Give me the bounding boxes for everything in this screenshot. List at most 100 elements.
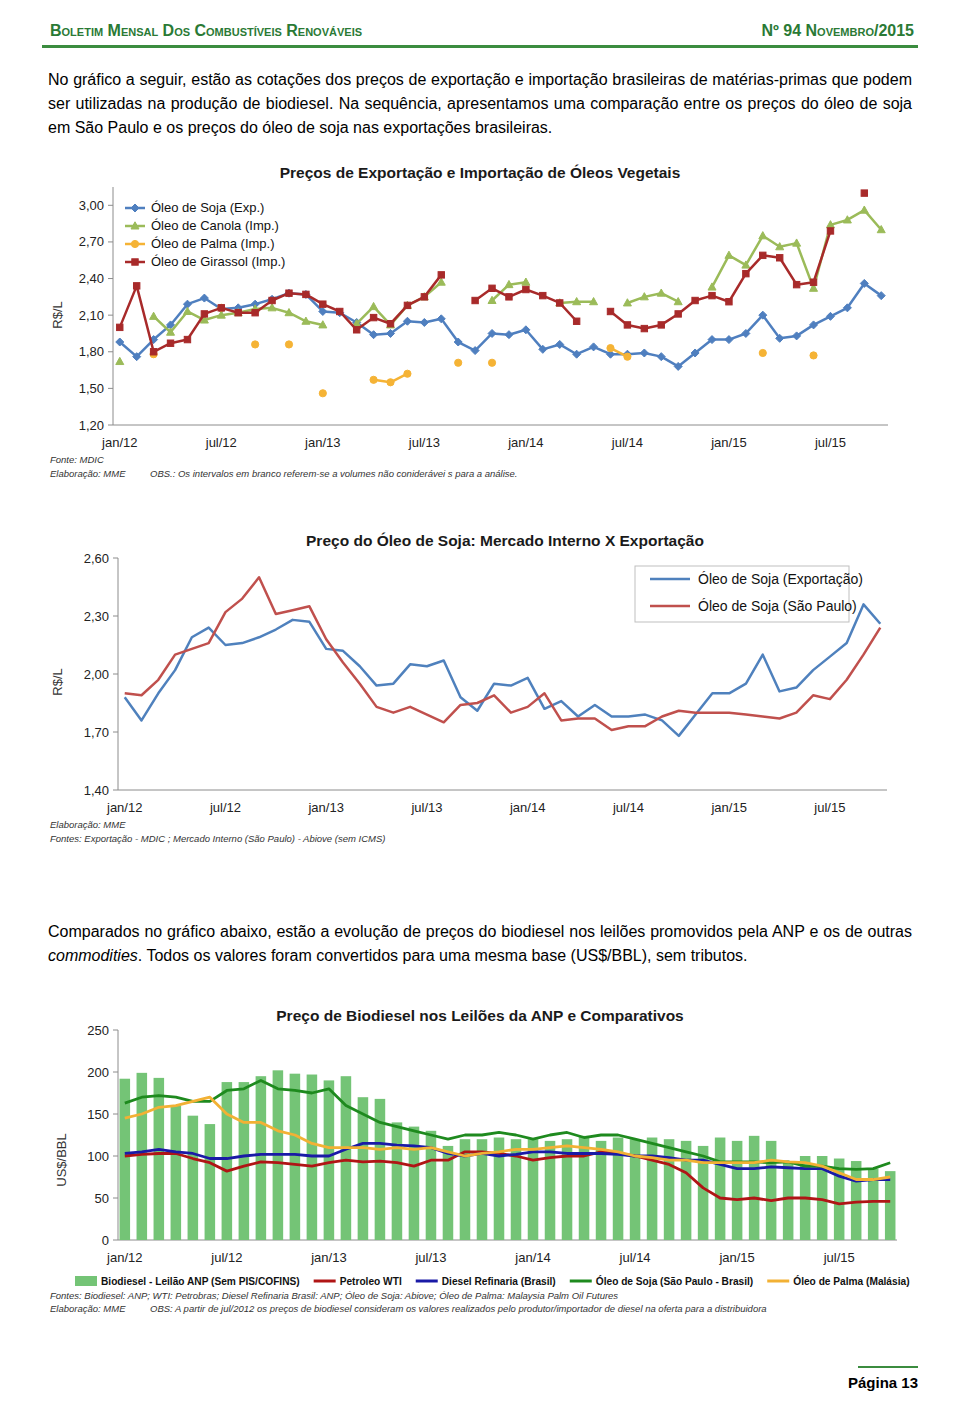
text-run: commodities (48, 947, 138, 964)
marker (488, 296, 496, 303)
annotation: Elaboração: MME (50, 819, 126, 830)
marker (116, 357, 124, 364)
x-tick-label: jul/12 (205, 435, 237, 450)
marker (810, 321, 818, 329)
marker (607, 345, 614, 352)
marker (843, 216, 851, 223)
marker (674, 362, 682, 370)
line (374, 348, 814, 382)
y-tick-label: 3,00 (79, 198, 104, 213)
marker (488, 329, 496, 337)
marker (353, 327, 359, 333)
y-tick-label: 1,40 (84, 783, 109, 798)
x-tick-label: jul/12 (209, 800, 241, 815)
x-tick-label: jul/13 (408, 435, 440, 450)
marker (692, 297, 698, 303)
marker (403, 301, 411, 308)
y-tick-label: 2,10 (79, 308, 104, 323)
marker (624, 353, 631, 360)
marker (488, 359, 495, 366)
chart: Preço de Biodiesel nos Leilões da ANP e … (50, 1007, 910, 1314)
bar (545, 1141, 556, 1240)
y-tick (113, 1030, 118, 1031)
header-rule (42, 45, 918, 48)
y-tick-label: 2,60 (84, 551, 109, 566)
marker (522, 278, 530, 285)
x-tick-label: jan/12 (106, 1250, 142, 1265)
marker (793, 239, 801, 246)
legend-swatch (650, 578, 690, 581)
marker (726, 299, 732, 305)
marker (200, 294, 208, 302)
marker (370, 376, 377, 383)
page-number: Página 13 (848, 1374, 918, 1391)
marker (302, 317, 310, 324)
marker (725, 336, 733, 344)
marker (556, 299, 564, 306)
marker (268, 295, 276, 303)
bar (392, 1122, 403, 1240)
axis-label: US$/BBL (54, 1133, 69, 1186)
marker (285, 341, 292, 348)
chart-title: Preço do Óleo de Soja: Mercado Interno X… (306, 532, 704, 549)
marker (370, 314, 376, 320)
legend-swatch (314, 1280, 336, 1283)
marker (286, 290, 292, 296)
marker (167, 328, 175, 335)
y-tick-label: 2,40 (79, 271, 104, 286)
x-tick-label: jul/14 (611, 435, 643, 450)
x-tick-label: jan/15 (710, 800, 746, 815)
marker (777, 255, 783, 261)
marker (742, 329, 750, 337)
marker (657, 353, 665, 361)
y-axis (118, 1030, 119, 1240)
y-tick (113, 1198, 118, 1199)
y-tick-label: 1,70 (84, 725, 109, 740)
legend-label: Óleo de Soja (Exportação) (698, 571, 863, 587)
marker (234, 309, 242, 316)
x-tick-label: jul/15 (814, 435, 846, 450)
marker (725, 251, 733, 258)
marker (877, 226, 885, 233)
paragraph: No gráfico a seguir, estão as cotações d… (48, 68, 912, 140)
chart: Preços de Exportação e Importação de Óle… (50, 164, 888, 479)
marker (268, 304, 276, 311)
marker (403, 317, 411, 325)
axis-label: R$/L (50, 301, 65, 328)
annotation: Fonte: MDIC (50, 454, 104, 465)
marker (319, 390, 326, 397)
marker (218, 305, 224, 311)
marker (793, 332, 801, 340)
y-tick (113, 732, 118, 733)
marker (117, 324, 123, 330)
marker (235, 310, 241, 316)
marker (691, 349, 699, 357)
bar (154, 1078, 165, 1240)
y-tick (108, 425, 113, 426)
marker (826, 221, 834, 228)
marker (184, 336, 190, 342)
plot-marks (125, 577, 881, 736)
marker (658, 322, 664, 328)
marker (573, 350, 581, 358)
legend-swatch (75, 1276, 97, 1286)
marker (657, 289, 665, 296)
marker (776, 334, 784, 342)
marker (150, 312, 158, 319)
y-tick (108, 241, 113, 242)
marker (150, 349, 156, 355)
x-tick-label: jan/15 (718, 1250, 754, 1265)
marker (843, 304, 851, 312)
y-tick-label: 100 (87, 1149, 109, 1164)
marker (539, 345, 547, 353)
marker (640, 293, 648, 300)
charts: Preços de Exportação e Importação de Óle… (0, 0, 960, 1409)
annotation: OBS: A partir de jul/2012 os preços de b… (150, 1303, 767, 1314)
y-tick-label: 2,00 (84, 667, 109, 682)
y-tick (113, 1240, 118, 1241)
marker (861, 190, 867, 196)
marker (370, 302, 378, 309)
marker (131, 222, 139, 229)
marker (624, 322, 630, 328)
marker (506, 294, 512, 300)
